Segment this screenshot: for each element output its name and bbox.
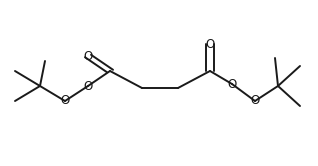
Text: O: O [60, 94, 70, 108]
Text: O: O [250, 94, 259, 108]
Text: O: O [83, 49, 93, 63]
Text: O: O [227, 78, 237, 90]
Text: O: O [205, 38, 215, 50]
Text: O: O [83, 80, 93, 92]
